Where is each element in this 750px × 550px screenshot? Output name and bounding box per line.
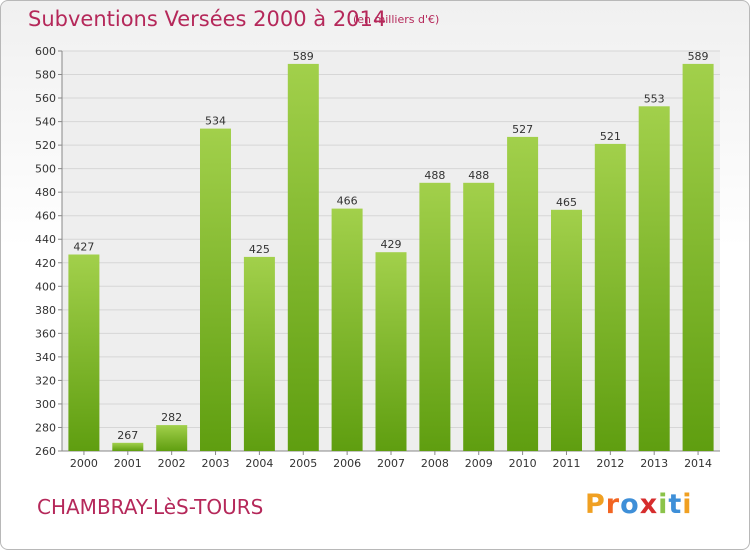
bar-2013 (638, 106, 670, 452)
x-tick-label-2001: 2001 (114, 457, 142, 470)
x-tick-label-2007: 2007 (377, 457, 405, 470)
brand-letter: x (639, 489, 659, 520)
x-tick-label-2014: 2014 (684, 457, 712, 470)
labels: 260 280 300 320 340 360 380 400 420 440 460 480 500 5… (35, 45, 712, 470)
value-label-2005: 589 (293, 50, 314, 63)
y-tick-label: 520 (35, 139, 56, 152)
value-label-2006: 466 (337, 195, 358, 208)
chart-title: Subventions Versées 2000 à 2014 (28, 7, 387, 31)
brand-letter: t (668, 489, 683, 520)
brand-letter: i (658, 489, 669, 520)
x-tick-label-2008: 2008 (421, 457, 449, 470)
bar-2007 (375, 252, 407, 451)
y-tick-label: 360 (35, 327, 56, 340)
chart-unit-note: (en milliers d'€) (353, 13, 440, 26)
value-label-2011: 465 (556, 196, 577, 209)
value-label-2008: 488 (424, 169, 445, 182)
y-tick-label: 560 (35, 92, 56, 105)
bar-2002 (156, 425, 188, 451)
y-tick-label: 540 (35, 116, 56, 129)
bar-2001 (112, 442, 144, 451)
x-tick-label-2009: 2009 (465, 457, 493, 470)
x-tick-label-2006: 2006 (333, 457, 361, 470)
brand-letter: r (605, 489, 621, 520)
x-tick-label-2005: 2005 (289, 457, 317, 470)
x-tick-label-2002: 2002 (158, 457, 186, 470)
x-tick-label-2012: 2012 (596, 457, 624, 470)
commune-name: CHAMBRAY-LèS-TOURS (37, 495, 264, 519)
brand-letter: o (620, 489, 640, 520)
bar-2008 (419, 182, 451, 452)
y-tick-label: 400 (35, 280, 56, 293)
y-tick-label: 460 (35, 210, 56, 223)
x-tick-label-2011: 2011 (552, 457, 580, 470)
value-label-2010: 527 (512, 123, 533, 136)
bar-2003 (200, 128, 231, 451)
y-tick-label: 440 (35, 233, 56, 246)
x-tick-label-2000: 2000 (70, 457, 98, 470)
x-tick-label-2004: 2004 (245, 457, 273, 470)
y-tick-label: 480 (35, 186, 56, 199)
value-label-2004: 425 (249, 243, 270, 256)
bar-2005 (287, 63, 319, 452)
bar-2006 (331, 208, 363, 451)
bar-2000 (68, 254, 100, 451)
bar-2012 (594, 143, 626, 451)
x-tick-label-2013: 2013 (640, 457, 668, 470)
brand-letter: P (585, 489, 606, 520)
bar-2004 (243, 256, 275, 451)
value-label-2001: 267 (117, 429, 138, 442)
y-tick-label: 500 (35, 163, 56, 176)
value-label-2012: 521 (600, 130, 621, 143)
value-label-2014: 589 (688, 50, 709, 63)
bar-2014 (682, 63, 714, 452)
x-tick-label-2010: 2010 (509, 457, 537, 470)
bar-2010 (507, 136, 539, 451)
value-label-2002: 282 (161, 411, 182, 424)
bar-2011 (551, 209, 582, 451)
y-tick-label: 340 (35, 351, 56, 364)
value-label-2000: 427 (73, 241, 94, 254)
brand-letter: i (682, 489, 693, 520)
y-tick-label: 420 (35, 257, 56, 270)
value-label-2009: 488 (468, 169, 489, 182)
y-tick-label: 320 (35, 374, 56, 387)
y-tick-label: 600 (35, 45, 56, 58)
y-tick-label: 260 (35, 445, 56, 458)
value-label-2013: 553 (644, 92, 665, 105)
y-tick-label: 380 (35, 304, 56, 317)
value-label-2007: 429 (381, 238, 402, 251)
bars (68, 63, 714, 452)
y-tick-label: 300 (35, 398, 56, 411)
y-tick-label: 280 (35, 421, 56, 434)
y-tick-label: 580 (35, 69, 56, 82)
x-tick-label-2003: 2003 (202, 457, 230, 470)
proxiti-logo[interactable]: Proxiti (585, 489, 693, 520)
bar-2009 (463, 182, 495, 452)
value-label-2003: 534 (205, 115, 226, 128)
